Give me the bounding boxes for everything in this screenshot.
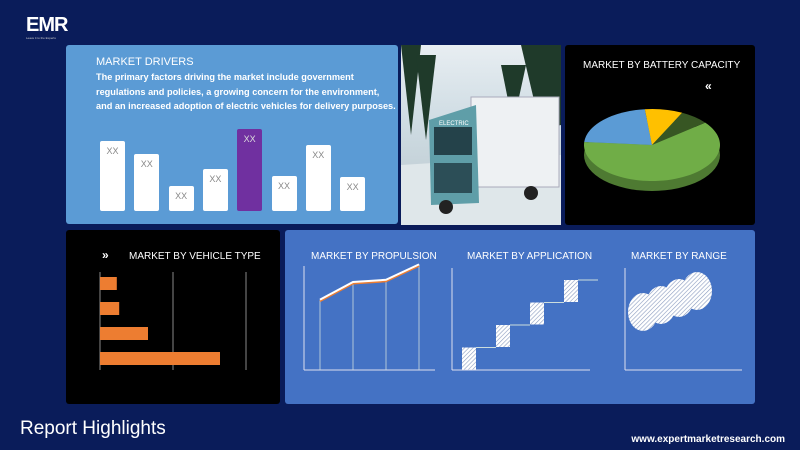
vehicle-type-bar	[100, 302, 120, 315]
segments-panel: MARKET BY PROPULSION MARKET BY APPLICATI…	[285, 230, 755, 404]
emr-logo: EMR Leave it to the Experts	[18, 14, 68, 40]
propulsion-title: MARKET BY PROPULSION	[311, 251, 437, 262]
application-step	[530, 302, 544, 325]
pie-slice	[584, 122, 720, 181]
vehicle-type-bar	[100, 327, 148, 340]
driver-bar: XX	[202, 169, 228, 211]
application-step	[496, 325, 510, 347]
truck-image: ELECTRIC	[401, 45, 561, 225]
vehicle-type-bar-chart	[99, 272, 247, 370]
range-bubble	[682, 272, 712, 310]
vehicle-type-panel: » MARKET BY VEHICLE TYPE	[66, 230, 280, 404]
vehicle-type-bar	[100, 352, 220, 365]
market-drivers-description: The primary factors driving the market i…	[96, 72, 396, 111]
battery-capacity-panel: MARKET BY BATTERY CAPACITY «	[565, 45, 755, 225]
vehicle-type-title: MARKET BY VEHICLE TYPE	[129, 251, 261, 262]
logo-text: EMR	[26, 14, 68, 36]
market-drivers-title: MARKET DRIVERS	[96, 56, 194, 68]
driver-bar: XX	[340, 177, 366, 211]
double-chevron-right-icon: »	[102, 248, 109, 262]
driver-bar: XX	[237, 129, 263, 211]
website-link[interactable]: www.expertmarketresearch.com	[631, 434, 785, 445]
propulsion-line-shadow	[319, 264, 420, 302]
market-drivers-panel: MARKET DRIVERS The primary factors drivi…	[66, 45, 398, 224]
truck-illustration: ELECTRIC	[401, 45, 561, 225]
battery-pie-chart	[584, 109, 720, 191]
driver-bar: XX	[305, 145, 331, 211]
pie-slice	[644, 109, 683, 145]
double-chevron-left-icon: «	[705, 79, 712, 93]
application-step	[564, 280, 578, 302]
svg-text:ELECTRIC: ELECTRIC	[439, 121, 469, 127]
driver-bar: XX	[100, 141, 125, 211]
battery-capacity-title: MARKET BY BATTERY CAPACITY	[583, 60, 741, 71]
report-highlights-title: Report Highlights	[20, 418, 166, 439]
driver-bar: XX	[271, 176, 297, 211]
vehicle-type-bar	[100, 277, 117, 290]
application-step	[462, 347, 476, 370]
propulsion-line	[319, 263, 420, 301]
pie-slice	[652, 112, 706, 145]
pie-slice	[584, 109, 652, 145]
application-title: MARKET BY APPLICATION	[467, 251, 593, 262]
driver-bar: XX	[134, 154, 160, 211]
range-title: MARKET BY RANGE	[631, 251, 727, 262]
driver-bar: XX	[168, 186, 194, 211]
logo-tagline: Leave it to the Experts	[26, 36, 56, 40]
